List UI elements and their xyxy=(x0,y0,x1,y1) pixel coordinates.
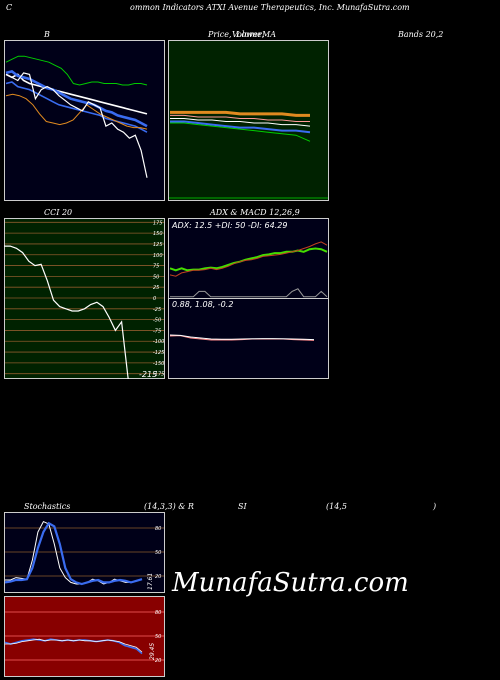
cci-series-0 xyxy=(4,245,129,379)
bollinger-series-5 xyxy=(5,72,148,178)
cci-tick-label: -150 xyxy=(153,361,164,367)
rsi-chart: 80 50 20 29.45 xyxy=(4,596,165,677)
adx-series-1 xyxy=(169,241,328,277)
cci-title: CCI 20 xyxy=(44,208,73,217)
cci-tick-label: 125 xyxy=(153,242,163,248)
cci-tick-label: -175 xyxy=(153,372,164,378)
macd-chart: 0.88, 1.08, -0.2 xyxy=(168,298,329,379)
cci-last-value: -215 xyxy=(139,370,157,379)
price-title-mid2: Lower xyxy=(236,30,262,39)
cci-tick-label: -100 xyxy=(153,339,164,345)
cci-tick-label: -25 xyxy=(153,307,161,313)
stochastics-tick-label: 80 xyxy=(155,526,161,532)
cci-tick-label: -125 xyxy=(153,350,164,356)
price-volume-ma-series-2 xyxy=(170,118,311,127)
price-volume-ma-series-4 xyxy=(170,122,311,142)
adx-series-0 xyxy=(169,247,328,272)
rsi-tick-label: 80 xyxy=(155,610,161,616)
stoch-params: (14,3,3) & R xyxy=(144,502,194,511)
price-volume-ma-series-1 xyxy=(170,114,310,122)
stochastics-series-1 xyxy=(4,521,143,586)
cci-tick-label: -50 xyxy=(153,318,161,324)
bollinger-title: B xyxy=(44,30,50,39)
cci-tick-label: 175 xyxy=(153,220,163,226)
bollinger-series-3 xyxy=(5,55,148,86)
bollinger-series-2 xyxy=(5,81,148,133)
cci-tick-label: -75 xyxy=(153,328,161,334)
page-title-letter: C xyxy=(6,3,13,12)
stoch-value-label: 17.61 xyxy=(147,573,154,590)
bollinger-chart xyxy=(4,40,165,201)
page-title: ommon Indicators ATXI Avenue Therapeutic… xyxy=(130,3,410,12)
cci-tick-label: 150 xyxy=(153,231,163,237)
cci-tick-label: 100 xyxy=(153,253,163,259)
cci-tick-label: 25 xyxy=(153,285,159,291)
rsi-close-paren: ) xyxy=(433,502,437,511)
stochastics-tick-label: 50 xyxy=(155,550,161,556)
price-volume-ma-series-3 xyxy=(170,120,311,134)
cci-tick-label: 75 xyxy=(153,264,159,270)
price-title-right: MA xyxy=(262,30,276,39)
adx-readout: ADX: 12.5 +DI: 50 -DI: 64.29 xyxy=(171,221,287,230)
price-volume-ma-chart xyxy=(168,40,329,201)
macd-readout: 0.88, 1.08, -0.2 xyxy=(172,300,233,309)
price-title-mid: Volume, xyxy=(232,30,265,39)
rsi-value-label: 29.45 xyxy=(149,643,156,660)
rsi-series-1 xyxy=(5,638,143,653)
stochastics-chart: 80 50 20 17.61 xyxy=(4,512,165,593)
price-volume-ma-series-0 xyxy=(170,110,310,117)
rsi-tick-label: 50 xyxy=(155,634,161,640)
cci-chart: 175 150 125 100 75 50 25 0 -25 -50 -75 -100 -125 -150… xyxy=(4,218,165,379)
bollinger-series-1 xyxy=(5,69,148,128)
adx-title: ADX & MACD 12,26,9 xyxy=(210,208,300,217)
cci-tick-label: 50 xyxy=(153,274,159,280)
macd-series-1 xyxy=(169,334,315,341)
rsi-title: SI xyxy=(238,502,247,511)
rsi-params: (14,5 xyxy=(326,502,347,511)
stochastics-tick-label: 20 xyxy=(155,574,161,580)
bollinger-series-0 xyxy=(5,73,148,115)
watermark: MunafaSutra.com xyxy=(172,568,409,598)
adx-series-2 xyxy=(170,288,328,298)
bollinger-title-right: Bands 20,2 xyxy=(398,30,444,39)
rsi-tick-label: 20 xyxy=(155,658,161,664)
bollinger-series-4 xyxy=(5,93,148,130)
adx-chart: ADX: 12.5 +DI: 50 -DI: 64.29 xyxy=(168,218,329,299)
stoch-title: Stochastics xyxy=(24,502,71,511)
price-title-left: Price, xyxy=(208,30,232,39)
cci-tick-label: 0 xyxy=(153,296,156,302)
